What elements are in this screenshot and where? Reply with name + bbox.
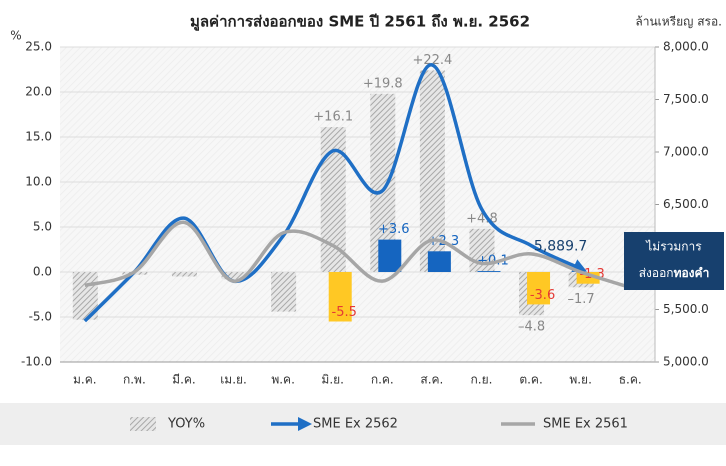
data-label: –4.8 bbox=[518, 320, 545, 335]
annotation-text: ทองคำ bbox=[674, 266, 710, 280]
y-tick-label: 0.0 bbox=[33, 265, 52, 279]
x-tick-label: ส.ค. bbox=[420, 373, 443, 387]
y2-tick-label: 7,000.0 bbox=[663, 145, 709, 159]
x-tick-label: ก.พ. bbox=[123, 373, 146, 387]
bar bbox=[171, 272, 197, 277]
bar bbox=[378, 239, 402, 272]
legend-label: YOY% bbox=[167, 417, 205, 432]
y2-tick-label: 5,000.0 bbox=[663, 355, 709, 369]
data-label: -5.5 bbox=[332, 305, 357, 320]
y2-tick-label: 5,500.0 bbox=[663, 302, 709, 316]
y-tick-label: 15.0 bbox=[25, 130, 52, 144]
bar bbox=[527, 272, 551, 305]
y2-tick-label: 7,500.0 bbox=[663, 92, 709, 106]
legend-swatch bbox=[130, 417, 156, 431]
bar bbox=[328, 272, 352, 322]
annotation: ไม่รวมการ ส่งออกทองคำ bbox=[624, 232, 724, 290]
x-tick-label: มิ.ย. bbox=[321, 373, 344, 387]
chart-title: มูลค่าการส่งออกของ SME ปี 2561 ถึง พ.ย. … bbox=[190, 13, 530, 32]
line bbox=[84, 220, 631, 290]
bar bbox=[271, 272, 297, 312]
y-tick-label: 25.0 bbox=[25, 40, 52, 54]
legend-band bbox=[0, 403, 726, 445]
annotation-box bbox=[624, 232, 724, 290]
y-axis-label: % bbox=[10, 29, 21, 43]
annotation-text: ส่งออก bbox=[639, 266, 674, 280]
y2-tick-label: 8,000.0 bbox=[663, 40, 709, 54]
y-tick-label: -5.0 bbox=[29, 310, 52, 324]
y-tick-label: 5.0 bbox=[33, 220, 52, 234]
data-label: +19.8 bbox=[363, 76, 403, 91]
x-tick-label: ก.ย. bbox=[470, 373, 492, 387]
x-tick-label: เม.ย. bbox=[220, 373, 247, 387]
data-label: +3.6 bbox=[378, 222, 410, 237]
x-tick-label: ต.ค. bbox=[519, 373, 542, 387]
bar bbox=[576, 272, 600, 284]
y2-axis-label: ล้านเหรียญ สรอ. bbox=[635, 15, 722, 29]
annotation-text: ส่งออกทองคำ bbox=[639, 266, 710, 280]
data-label: –1.7 bbox=[568, 292, 595, 307]
data-label: -3.6 bbox=[530, 288, 555, 303]
y-tick-label: 10.0 bbox=[25, 175, 52, 189]
annotation-text: ไม่รวมการ bbox=[645, 240, 702, 254]
data-label: 5,889.7 bbox=[534, 239, 587, 255]
legend-label: SME Ex 2561 bbox=[543, 417, 628, 432]
x-tick-label: ม.ค. bbox=[73, 373, 97, 387]
plot: -10.0 -5.0 0.0 5.0 10.0 15.0 20.0 25.0 5,000.0 5,… bbox=[21, 40, 709, 432]
x-tick-label: พ.ย. bbox=[569, 373, 592, 387]
y-tick-label: 20.0 bbox=[25, 85, 52, 99]
x-tick-label: มี.ค. bbox=[172, 373, 196, 387]
data-label: +22.4 bbox=[412, 53, 452, 68]
y-tick-label: -10.0 bbox=[21, 355, 52, 369]
bar bbox=[427, 251, 451, 272]
x-tick-label: ก.ค. bbox=[371, 373, 394, 387]
legend-label: SME Ex 2562 bbox=[313, 417, 398, 432]
bar bbox=[477, 271, 501, 272]
x-tick-label: พ.ค. bbox=[271, 373, 295, 387]
data-label: +16.1 bbox=[313, 110, 353, 125]
y2-tick-label: 6,500.0 bbox=[663, 197, 709, 211]
plot-area bbox=[60, 47, 655, 362]
x-tick-label: ธ.ค. bbox=[619, 373, 642, 387]
bar bbox=[221, 272, 247, 280]
line bbox=[83, 63, 587, 323]
